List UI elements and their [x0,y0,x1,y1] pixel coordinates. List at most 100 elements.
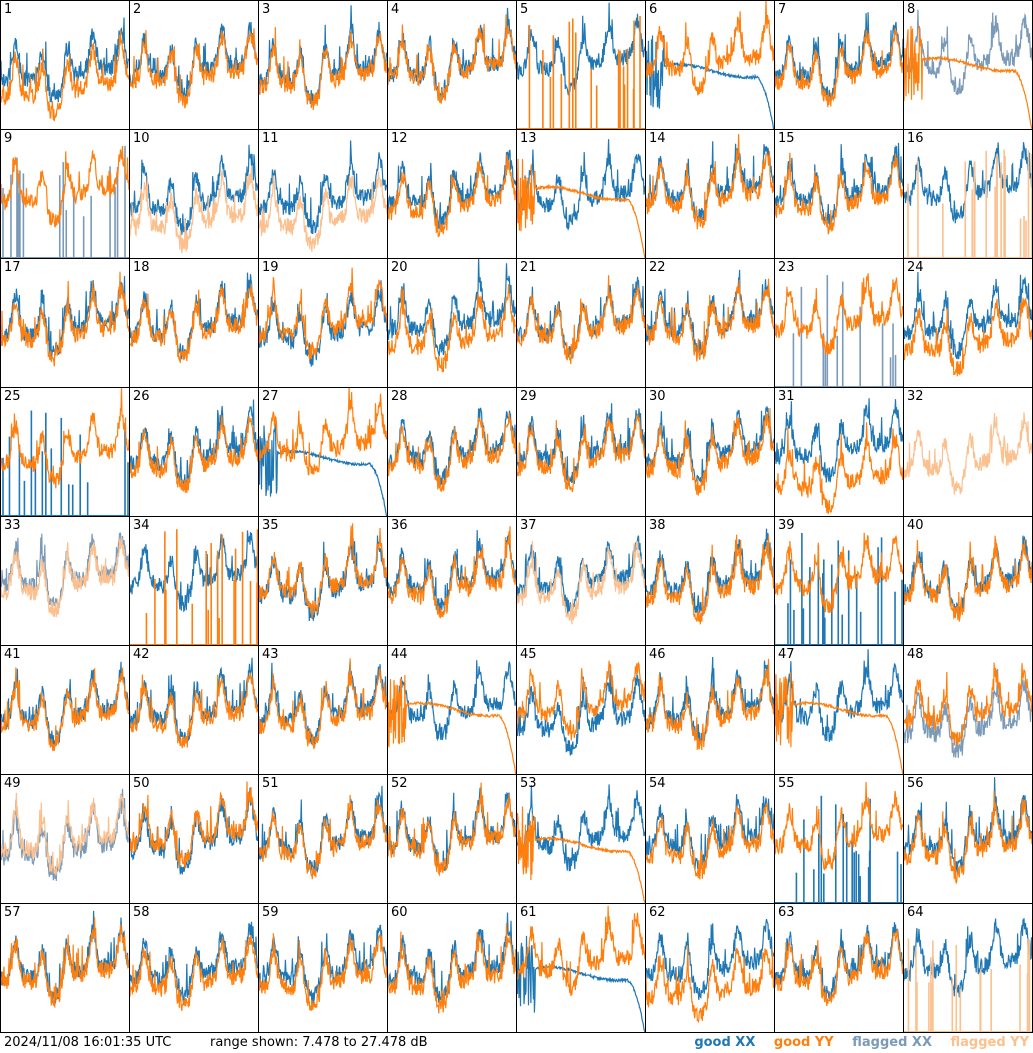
panel-11: 11 [258,129,388,259]
panel-number: 47 [778,647,795,662]
panel-plot-5 [516,2,645,129]
panel-number: 62 [649,905,666,920]
series-yy-14 [645,134,774,230]
panel-27: 27 [258,387,388,517]
series-yy-39 [774,532,903,614]
panel-plot-33 [0,532,129,618]
panel-number: 36 [391,518,408,533]
panel-number: 9 [4,131,13,146]
grid-hline [0,129,1033,130]
panel-plot-54 [645,794,774,880]
panel-number: 4 [391,2,400,17]
panel-16: 16 [903,129,1033,259]
panel-plot-48 [903,662,1032,758]
series-yy-36 [387,526,516,619]
series-xx-11 [258,140,387,235]
series-yy-33 [0,537,129,618]
panel-number: 10 [133,131,150,146]
panel-25: 25 [0,387,130,517]
panel-number: 40 [907,518,924,533]
series-yy-62 [645,946,774,1024]
panel-32: 32 [903,387,1033,517]
panel-56: 56 [903,774,1033,904]
series-xx-61 [516,935,645,1032]
panel-number: 19 [262,260,279,275]
panel-35: 35 [258,516,388,646]
panel-1: 1 [0,0,130,130]
panel-plot-36 [387,526,516,619]
panel-number: 56 [907,776,924,791]
panel-14: 14 [645,129,775,259]
panel-plot-57 [0,910,129,1008]
panel-number: 16 [907,131,924,146]
series-xx-62 [645,918,774,1000]
panel-62: 62 [645,903,775,1033]
panel-number: 6 [649,2,658,17]
panel-plot-15 [774,142,903,235]
panel-60: 60 [387,903,517,1033]
series-yy-47 [774,672,903,774]
panel-plot-41 [0,661,129,752]
series-xx-45 [516,669,645,756]
panel-plot-58 [129,921,258,1011]
panel-48: 48 [903,645,1033,775]
panel-2: 2 [129,0,259,130]
series-yy-3 [258,27,387,111]
panel-number: 39 [778,518,795,533]
panel-23: 23 [774,258,904,388]
panel-number: 42 [133,647,150,662]
series-yy-44 [387,674,516,774]
panel-plot-1 [0,17,129,122]
panel-53: 53 [516,774,646,904]
panel-number: 54 [649,776,666,791]
panel-plot-32 [903,412,1032,495]
panel-plot-49 [0,788,129,882]
panel-plot-8 [903,9,1032,129]
grid-hline [0,1032,1033,1033]
series-yy-54 [645,802,774,880]
grid-hline [0,258,1033,259]
panel-number: 1 [4,2,13,17]
panel-42: 42 [129,645,259,775]
panel-number: 38 [649,518,666,533]
series-xx-3 [258,5,387,104]
panel-plot-47 [774,649,903,774]
series-yy-45 [516,660,645,741]
panel-plot-17 [0,271,129,367]
panel-plot-26 [129,399,258,494]
panel-plot-64 [903,918,1032,1032]
panel-plot-27 [258,387,387,516]
panel-number: 29 [520,389,537,404]
series-xx-48 [903,668,1032,758]
panel-plot-9 [0,146,129,258]
panel-number: 57 [4,905,21,920]
panel-number: 34 [133,518,150,533]
panel-number: 24 [907,260,924,275]
panel-plot-31 [774,398,903,515]
series-xx-13 [516,139,645,232]
panel-plot-39 [774,532,903,645]
panel-plot-55 [774,782,903,903]
series-yy-18 [129,283,258,363]
series-yy-23 [774,273,903,355]
panel-number: 55 [778,776,795,791]
series-yy-9 [0,146,129,228]
panel-number: 2 [133,2,142,17]
series-yy-57 [0,917,129,1008]
series-yy-53 [516,806,645,903]
series-yy-10 [129,165,258,254]
panel-plot-63 [774,922,903,1007]
panel-plot-53 [516,784,645,903]
panel-number: 28 [391,389,408,404]
series-yy-37 [516,540,645,625]
series-yy-49 [0,792,129,876]
panel-26: 26 [129,387,259,517]
panel-plot-44 [387,660,516,774]
panel-plot-13 [516,139,645,258]
panel-number: 7 [778,2,787,17]
panel-plot-62 [645,918,774,1024]
series-yy-59 [258,933,387,1011]
series-yy-55 [774,782,903,871]
footer: 2024/11/08 16:01:35 UTC range shown: 7.4… [0,1033,1033,1053]
grid-hline [0,0,1033,1]
